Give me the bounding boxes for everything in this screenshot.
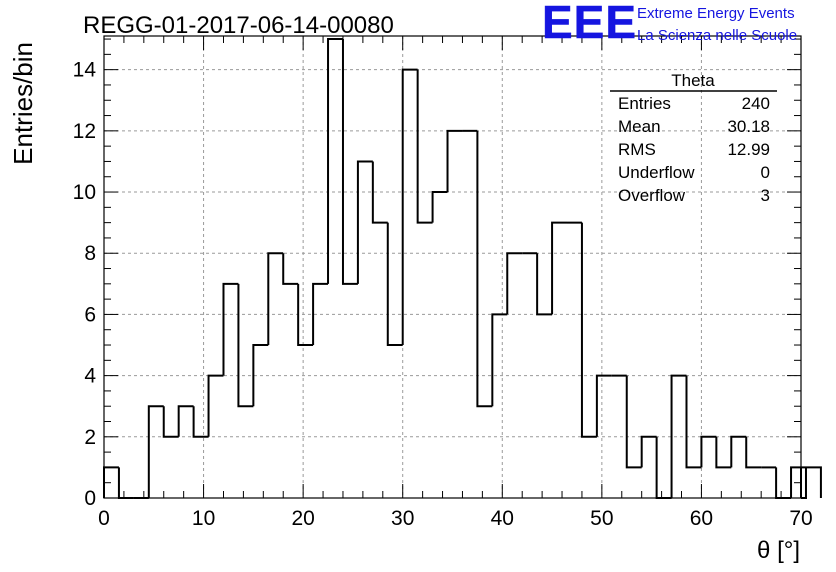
stats-row-value: 3 (761, 186, 770, 205)
histogram-bin (536, 253, 553, 316)
histogram-bin (371, 161, 388, 224)
histogram-bin (252, 344, 269, 407)
histogram-bin (700, 435, 717, 468)
eee-logo-line1: Extreme Energy Events (637, 5, 795, 22)
x-axis-label: θ [°] (757, 537, 800, 564)
eee-logo-line2: La Scienza nelle Scuole (637, 27, 797, 44)
histogram-bin (207, 374, 224, 437)
histogram-bin (431, 191, 448, 223)
x-tick-label: 20 (291, 507, 314, 530)
histogram-bin (282, 253, 299, 285)
histogram-bin (401, 68, 418, 346)
x-tick-label: 50 (590, 507, 613, 530)
stats-row-label: Overflow (618, 186, 686, 205)
y-tick-label: 8 (84, 242, 96, 265)
stats-row-label: Underflow (618, 163, 695, 182)
y-tick-label: 6 (84, 303, 96, 326)
y-tick-labels: 0 2 4 6 8 10 12 14 (73, 59, 97, 510)
histogram-bin (685, 375, 702, 469)
axis-ticks (103, 36, 802, 499)
histogram-bin (267, 252, 284, 346)
stats-box: Theta Entries 240 Mean 30.18 RMS 12.99 Underfl… (610, 71, 777, 205)
histogram-bin (670, 374, 687, 498)
histogram-bin (312, 282, 329, 346)
y-tick-label: 2 (84, 426, 96, 449)
histogram-bin (177, 405, 194, 437)
histogram-bin (625, 375, 642, 469)
stats-row-value: 30.18 (727, 117, 770, 136)
histogram-bin (595, 374, 612, 437)
x-tick-label: 40 (491, 507, 514, 530)
stats-row-value: 0 (761, 163, 770, 182)
histogram-bin (491, 313, 508, 407)
histogram-bin (506, 252, 523, 315)
histogram-bin (356, 160, 373, 284)
histogram-bin (775, 467, 792, 499)
stats-row-label: RMS (618, 140, 656, 159)
plot-frame (103, 35, 802, 499)
histogram-bin (551, 221, 568, 315)
histogram-bin (730, 435, 747, 468)
histogram-bin (386, 222, 403, 347)
histogram-bin (476, 130, 493, 408)
stats-row-label: Entries (618, 94, 671, 113)
eee-logo: EEE Extreme Energy Events La Scienza nel… (542, 0, 797, 48)
eee-logo-mark: EEE (542, 0, 637, 48)
chart-title: REGG-01-2017-06-14-00080 (83, 12, 394, 39)
histogram-bin (715, 436, 732, 469)
histogram-bars (103, 38, 822, 499)
stats-row-value: 240 (742, 94, 770, 113)
histogram-bin (801, 467, 807, 499)
histogram-bin (147, 405, 164, 498)
x-tick-label: 70 (789, 507, 812, 530)
y-tick-label: 0 (84, 487, 96, 510)
y-tick-label: 10 (73, 181, 96, 204)
stats-title: Theta (671, 71, 715, 90)
histogram-bin (222, 282, 239, 376)
histogram-bin (327, 38, 343, 284)
x-tick-label: 60 (690, 507, 713, 530)
histogram-bin (192, 406, 209, 438)
histogram-bin (655, 436, 672, 499)
histogram-bin (446, 129, 463, 193)
histogram-bin (640, 435, 657, 468)
histogram-bin (745, 436, 762, 469)
histogram-bin (341, 39, 358, 285)
histogram-bin (162, 406, 179, 438)
histogram-bin (237, 283, 254, 408)
x-tick-label: 30 (391, 507, 414, 530)
grid (104, 36, 801, 498)
x-tick-label: 0 (98, 507, 110, 530)
x-tick-labels: 0 10 20 30 40 50 60 70 (98, 507, 813, 530)
histogram-bin (297, 283, 314, 347)
y-axis-label: Entries/bin (8, 42, 38, 165)
stats-row-label: Mean (618, 117, 661, 136)
histogram-bin (801, 466, 822, 498)
y-tick-label: 12 (73, 120, 96, 143)
y-tick-label: 14 (73, 59, 97, 82)
x-tick-label: 10 (192, 507, 215, 530)
histogram-bin (416, 69, 433, 224)
y-tick-label: 4 (84, 365, 96, 388)
histogram-bin (117, 467, 134, 499)
stats-row-value: 12.99 (727, 140, 770, 159)
histogram-bin (580, 222, 597, 438)
